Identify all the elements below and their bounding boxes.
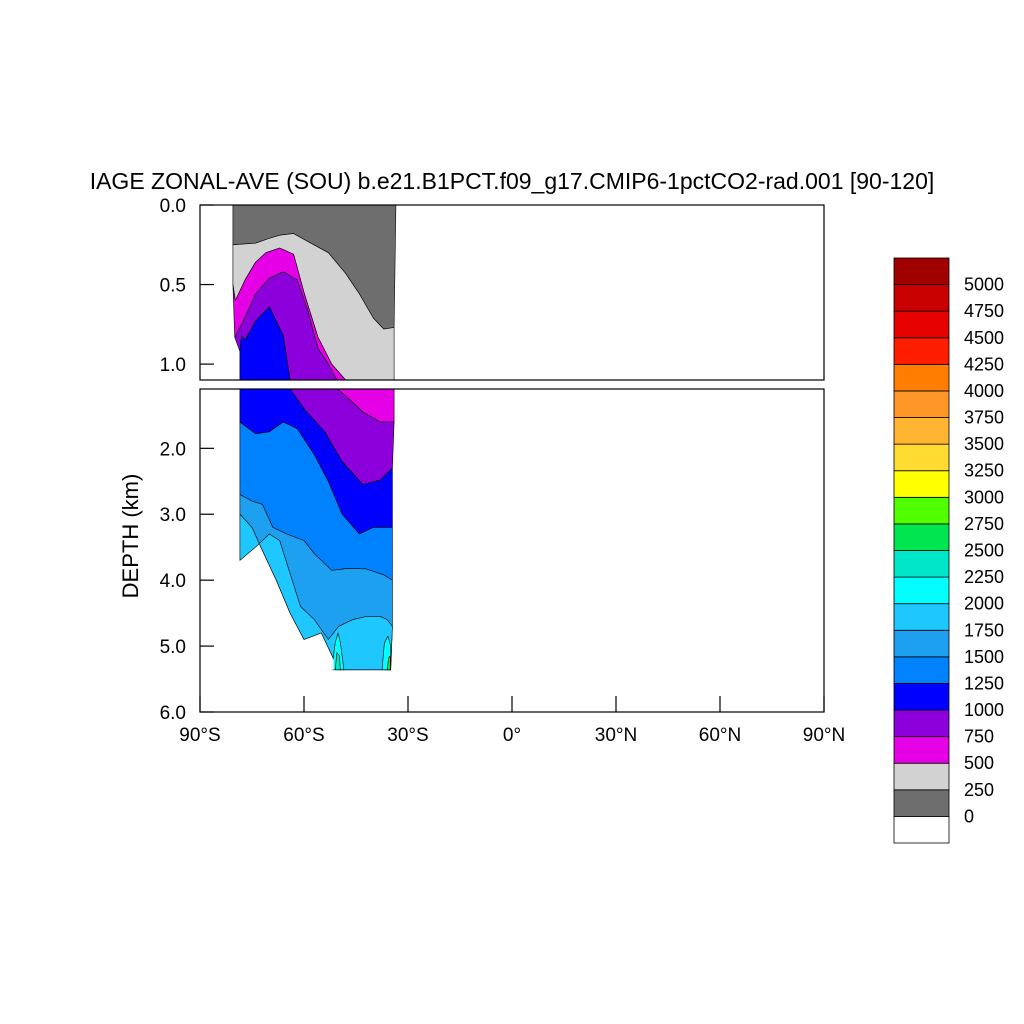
contour-band-2000-2250-upper — [332, 969, 344, 1024]
y-tick-label: 6.0 — [160, 703, 186, 724]
y-axis-label: DEPTH (km) — [118, 474, 143, 599]
colorbar-swatch — [893, 363, 950, 392]
contour-band-2000-2250-upper — [382, 977, 391, 1024]
colorbar-label: 0 — [964, 806, 974, 826]
colorbar-label: 1000 — [964, 700, 1004, 720]
colorbar-swatch — [893, 417, 950, 445]
colorbar-swatch — [893, 629, 950, 658]
colorbar-label: 2500 — [964, 541, 1004, 561]
colorbar-swatch — [893, 709, 950, 738]
x-tick-label: 60°N — [699, 725, 741, 746]
colorbar-label: 1750 — [964, 620, 1004, 640]
colorbar-swatch — [893, 390, 950, 418]
colorbar-label: 4000 — [964, 381, 1004, 401]
colorbar-swatch — [893, 523, 950, 551]
colorbar-swatch — [893, 337, 950, 365]
colorbar-swatch — [893, 576, 950, 605]
colorbar-swatch — [893, 603, 950, 631]
x-tick-label: 90°S — [179, 725, 220, 746]
x-tick-label: 30°S — [387, 725, 428, 746]
colorbar-swatch — [893, 257, 950, 285]
colorbar-label: 2250 — [964, 567, 1004, 587]
x-tick-label: 0° — [503, 725, 521, 746]
colorbar-label: 3250 — [964, 461, 1004, 481]
contour-band-2250-2500-lower — [334, 652, 341, 671]
contour-band-2250-2500-upper — [335, 1016, 340, 1024]
x-tick-label: 30°N — [595, 725, 637, 746]
colorbar-label: 4750 — [964, 301, 1004, 321]
colorbar-label: 250 — [964, 780, 994, 800]
colorbar-label: 1250 — [964, 674, 1004, 694]
colorbar-swatch — [893, 284, 950, 312]
y-tick-label: 2.0 — [160, 439, 186, 460]
colorbar-swatch — [893, 736, 950, 764]
axes: 90°S 60°S 30°S 0° 30°N 60°N 90°N 0.0 0.5 1.0 2.0 3.… — [160, 196, 846, 746]
colorbar-swatch — [893, 656, 950, 684]
lower-panel-bands — [239, 389, 395, 712]
contour-band-1000-1250-upper — [239, 306, 291, 380]
seafloor-mask-notch — [297, 652, 311, 670]
contour-band-2000-2250-lower — [331, 632, 345, 671]
y-tick-label: 5.0 — [160, 637, 186, 658]
colorbar-swatch — [893, 550, 950, 578]
colorbar-swatch — [893, 683, 950, 711]
colorbar-label: 2000 — [964, 594, 1004, 614]
colorbar-swatch — [893, 762, 950, 791]
colorbar-label: 2750 — [964, 514, 1004, 534]
colorbar-label: 1500 — [964, 647, 1004, 667]
y-tick-label: 0.5 — [160, 276, 186, 297]
seafloor-mask-west — [239, 560, 270, 712]
colorbar-swatch — [893, 443, 950, 472]
upper-panel-bands — [232, 205, 397, 1024]
colorbar-label: 3750 — [964, 408, 1004, 428]
colorbar-label: 4250 — [964, 354, 1004, 374]
x-tick-label: 90°N — [803, 725, 845, 746]
seafloor-mask-gap — [328, 659, 334, 670]
x-tick-label: 60°S — [283, 725, 324, 746]
colorbar-label: 5000 — [964, 275, 1004, 295]
colorbar-swatch — [893, 496, 950, 525]
chart-title: IAGE ZONAL-AVE (SOU) b.e21.B1PCT.f09_g17… — [90, 168, 935, 194]
y-tick-label: 0.0 — [160, 196, 186, 217]
colorbar-swatch — [893, 789, 950, 817]
contour-band-2500-2750-lower — [386, 655, 391, 671]
colorbar-swatch — [893, 310, 950, 339]
y-tick-label: 4.0 — [160, 571, 186, 592]
colorbar-label: 4500 — [964, 328, 1004, 348]
upper-panel-frame — [199, 204, 825, 381]
colorbar-swatch — [893, 470, 950, 498]
colorbar-swatch — [893, 816, 950, 844]
colorbar-label: 750 — [964, 727, 994, 747]
colorbar: 0 250 500 750 1000 1250 1500 1750 2000 2250 2500 27… — [893, 257, 1004, 844]
colorbar-label: 3000 — [964, 487, 1004, 507]
y-tick-label: 1.0 — [160, 355, 186, 376]
y-tick-label: 3.0 — [160, 505, 186, 526]
colorbar-label: 3500 — [964, 434, 1004, 454]
colorbar-label: 500 — [964, 753, 994, 773]
contour-band-1750-2000-lower — [239, 513, 393, 671]
